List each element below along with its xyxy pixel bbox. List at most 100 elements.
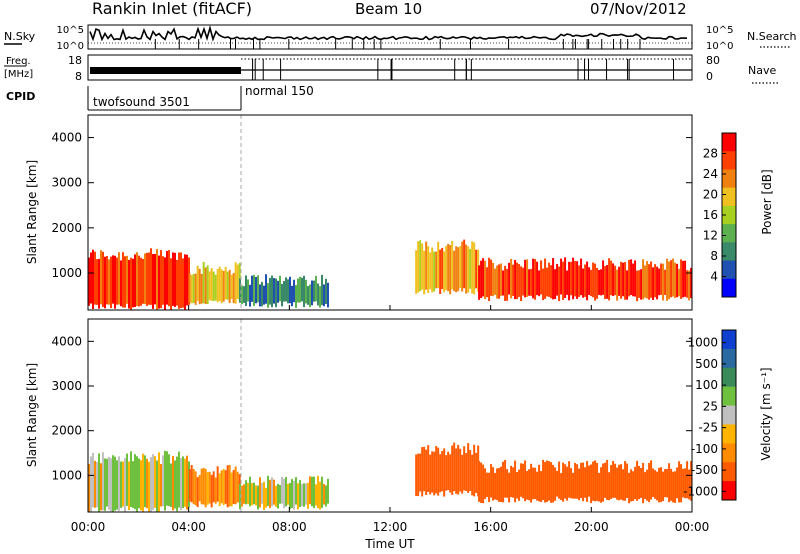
echo-cell <box>592 461 595 501</box>
echo-cell <box>150 457 152 512</box>
echo-cell <box>194 471 197 506</box>
echo-cell <box>437 447 440 496</box>
colorbar-tick-label: -500 <box>691 463 718 477</box>
echo-cell <box>293 480 295 510</box>
echo-cell <box>251 483 253 506</box>
freq-panel: Freq. [MHz] 18 8 80 0 Nave <box>4 54 778 84</box>
echo-cell <box>192 468 195 505</box>
echo-cell <box>132 461 134 508</box>
echo-cell <box>606 459 609 500</box>
echo-cell <box>652 267 655 301</box>
echo-cell <box>200 468 203 505</box>
echo-cell <box>128 461 130 511</box>
colorbar-swatch <box>722 481 736 501</box>
echo-cell <box>558 461 561 499</box>
echo-cell <box>439 249 442 295</box>
echo-cell <box>506 268 509 301</box>
echo-cell <box>510 258 513 299</box>
echo-cell <box>212 471 215 503</box>
echo-cell <box>194 273 197 305</box>
echo-cell <box>526 470 529 500</box>
echo-cell <box>216 466 219 502</box>
echo-cell <box>473 444 476 497</box>
echo-cell <box>594 460 597 502</box>
echo-cell <box>148 252 150 305</box>
echo-cell <box>588 267 591 295</box>
echo-cell <box>138 255 140 307</box>
colorbar-swatch <box>722 205 736 225</box>
echo-cell <box>638 465 641 500</box>
echo-cell <box>548 262 551 297</box>
echo-cell <box>100 463 102 511</box>
echo-cell <box>678 461 681 503</box>
echo-cell <box>610 260 613 296</box>
echo-cell <box>281 283 283 307</box>
echo-cell <box>154 253 156 305</box>
echo-cell <box>174 252 176 307</box>
echo-cell <box>512 264 515 296</box>
echo-cell <box>180 458 182 511</box>
cpid-panel: CPID twofsound 3501 normal 150 <box>6 84 314 111</box>
echo-cell <box>632 263 635 297</box>
echo-cell <box>636 460 639 501</box>
echo-cell <box>122 252 124 308</box>
echo-cell <box>668 463 671 503</box>
echo-cell <box>222 271 225 302</box>
echo-cell <box>492 262 495 297</box>
echo-cell <box>658 268 661 296</box>
echo-cell <box>467 246 470 293</box>
echo-cell <box>281 476 283 504</box>
echo-cell <box>608 258 611 301</box>
echo-cell <box>660 467 663 502</box>
echo-cell <box>449 454 452 493</box>
colorbar-swatch <box>722 133 736 152</box>
echo-cell <box>245 275 247 307</box>
echo-cell <box>188 273 191 303</box>
echo-cell <box>590 269 593 297</box>
echo-cell <box>616 269 619 301</box>
echo-cell <box>508 262 511 295</box>
echo-cell <box>198 475 201 502</box>
power-panel: 1000 2000 3000 4000 Slant Range [km] 4 8 12 16… <box>25 114 774 311</box>
echo-cell <box>690 267 693 298</box>
echo-cell <box>287 279 289 304</box>
echo-cell <box>156 460 158 512</box>
echo-cell <box>596 267 599 299</box>
echo-cell <box>514 460 517 503</box>
y-tick-label: 2000 <box>51 221 82 235</box>
nave-tick-80: 80 <box>706 54 720 67</box>
echo-cell <box>106 458 108 507</box>
echo-cell <box>672 258 675 297</box>
echo-cell <box>630 469 633 502</box>
noise-frame <box>87 24 693 50</box>
echo-cell <box>279 484 281 504</box>
echo-cell <box>449 245 452 295</box>
noise-traces <box>88 25 692 49</box>
echo-cell <box>257 485 259 510</box>
echo-cell <box>524 259 527 298</box>
echo-cell <box>192 273 195 304</box>
echo-cell <box>574 260 577 297</box>
echo-cell <box>172 252 174 306</box>
echo-cell <box>654 264 657 298</box>
echo-cell <box>220 470 223 504</box>
echo-cell <box>102 452 104 511</box>
echo-cell <box>429 454 432 495</box>
colorbar-tick-label: 500 <box>695 357 718 371</box>
echo-cell <box>152 253 154 309</box>
echo-cell <box>441 451 444 492</box>
echo-cell <box>542 268 545 301</box>
echo-cell <box>417 241 420 293</box>
echo-cell <box>285 476 287 507</box>
echo-cell <box>478 461 481 502</box>
echo-cell <box>433 251 436 292</box>
echo-cell <box>516 262 519 300</box>
echo-cell <box>532 258 535 299</box>
echo-cell <box>118 252 120 305</box>
echo-cell <box>249 476 251 507</box>
echo-cell <box>612 263 615 296</box>
echo-cell <box>486 267 489 298</box>
echo-cell <box>166 250 168 305</box>
echo-cell <box>196 265 199 301</box>
echo-cell <box>253 274 255 306</box>
